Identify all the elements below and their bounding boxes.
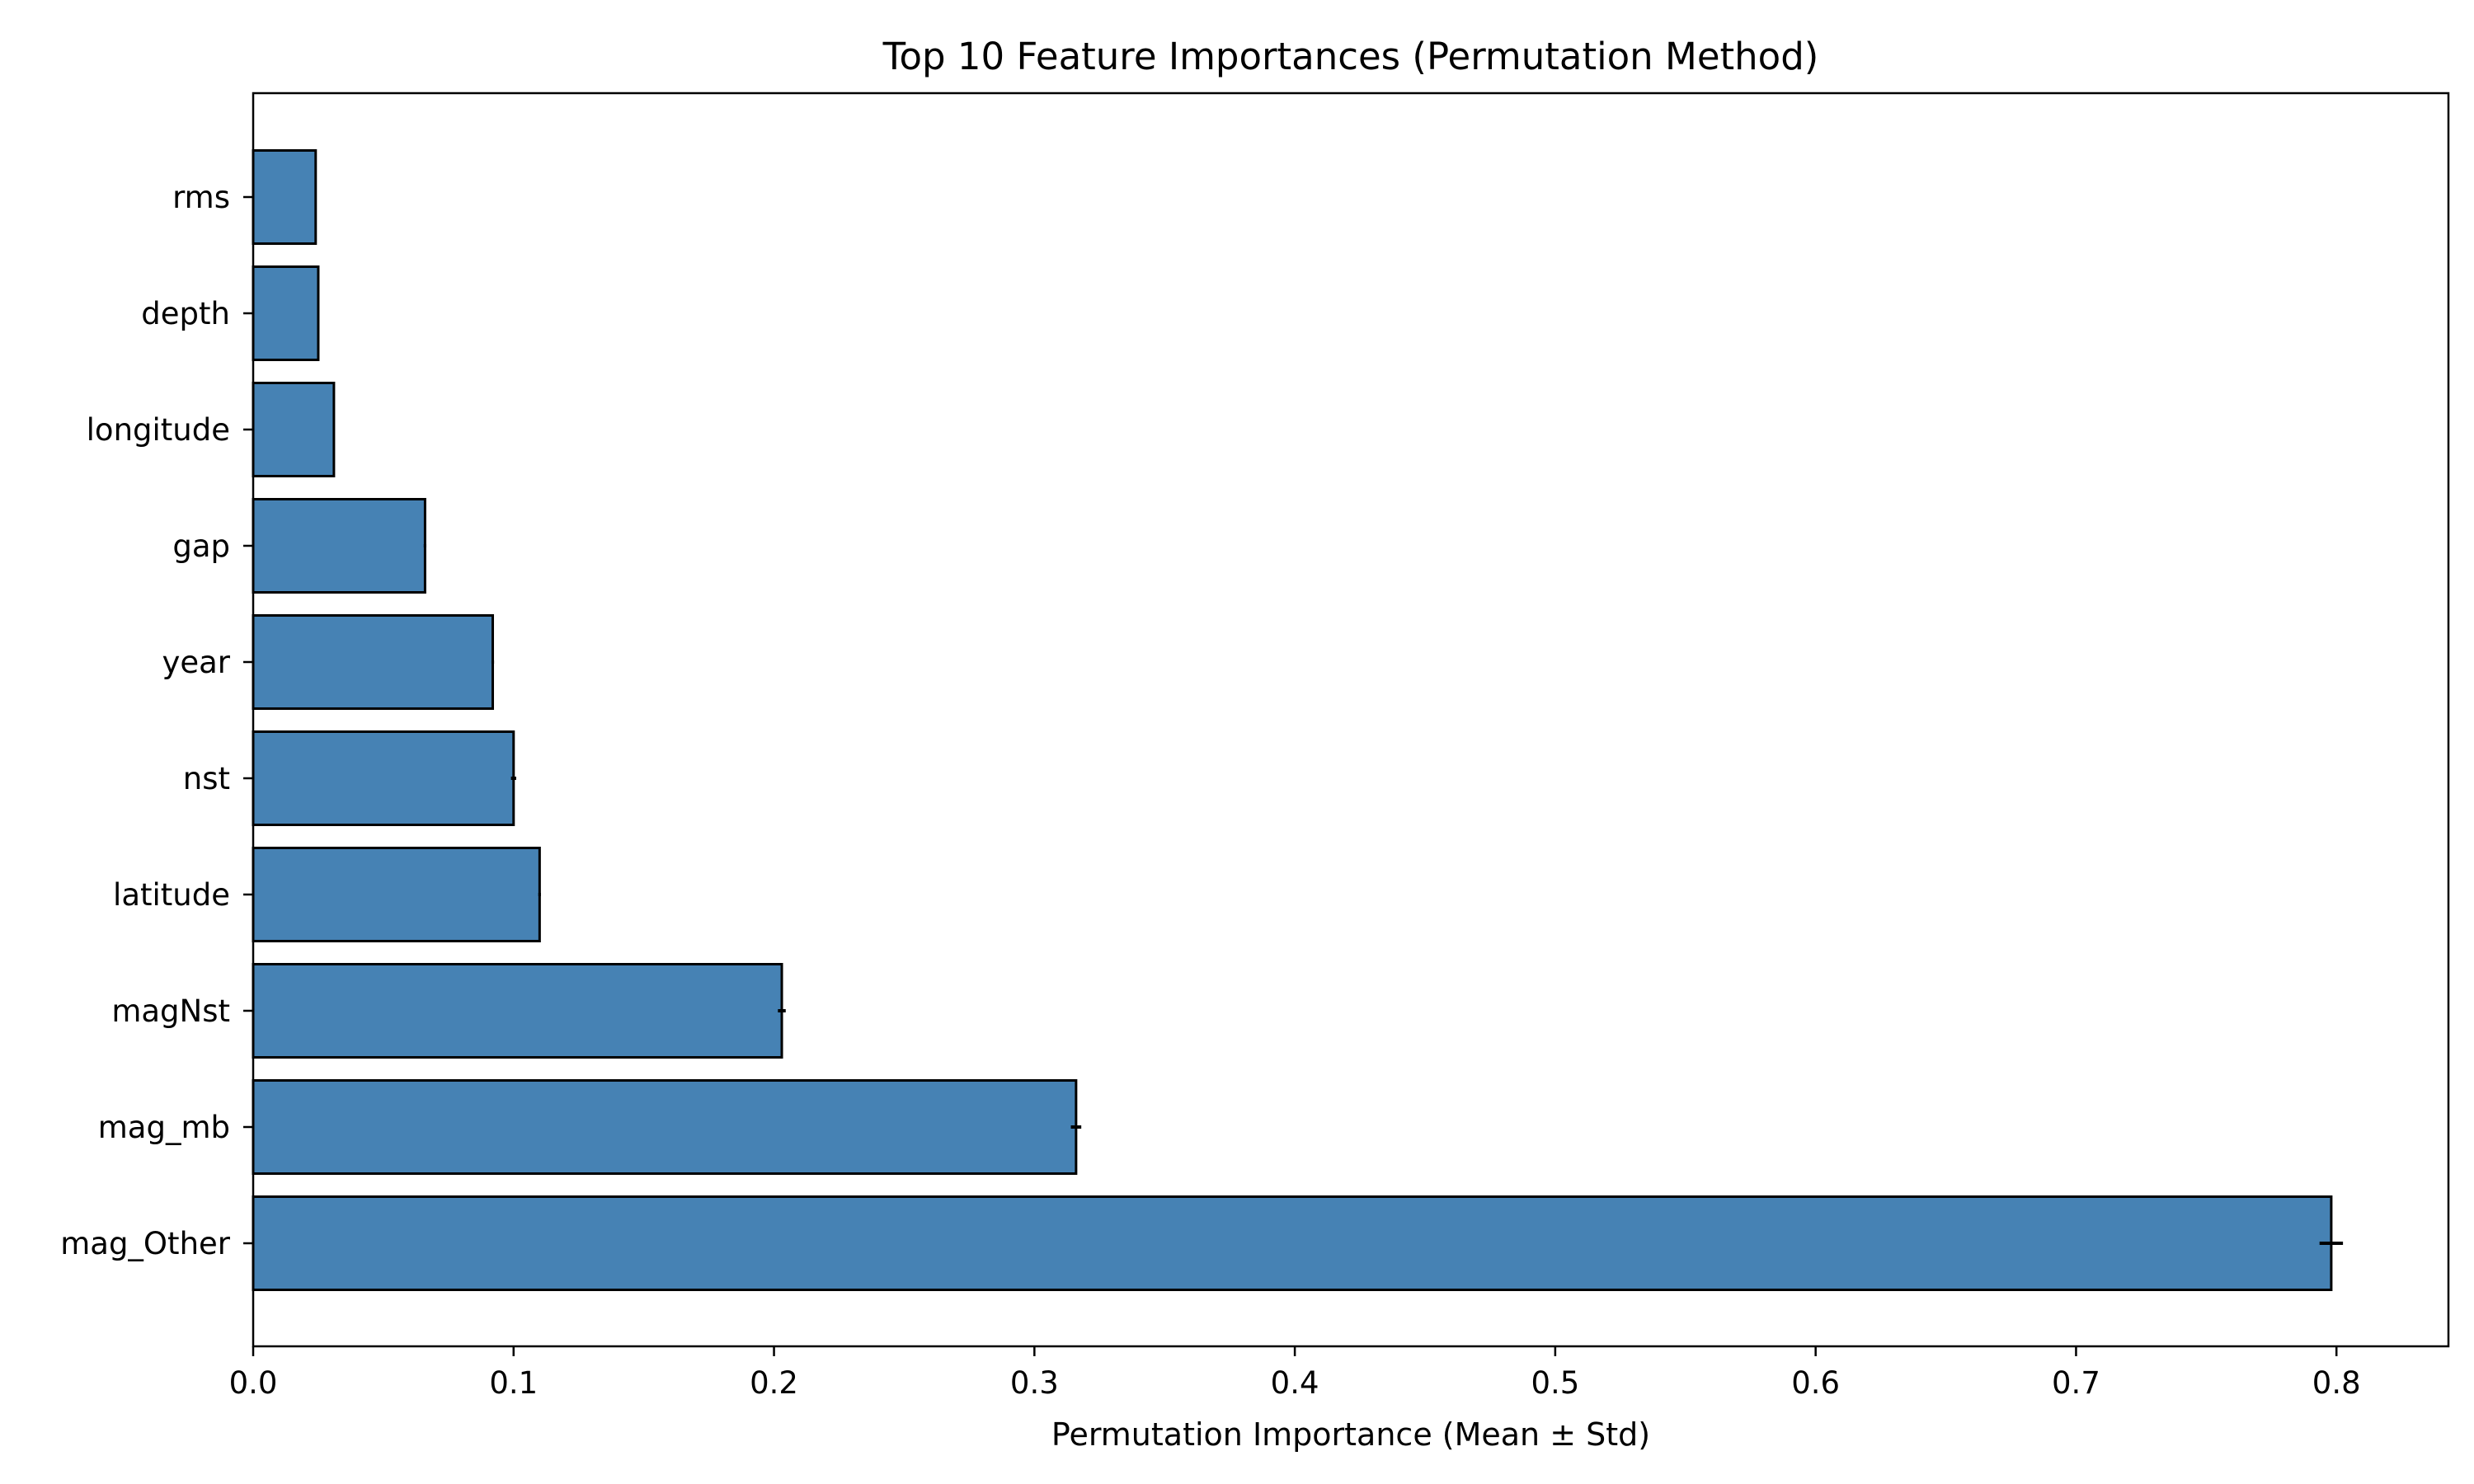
bar-year — [252, 614, 495, 710]
y-tick-label: longitude — [87, 412, 230, 448]
x-tick-label: 0.7 — [2052, 1365, 2100, 1401]
x-tick-label: 0.0 — [229, 1365, 278, 1401]
x-tick-label: 0.6 — [1791, 1365, 1840, 1401]
y-tick-label: year — [162, 645, 230, 680]
chart-title: Top 10 Feature Importances (Permutation … — [882, 35, 1819, 78]
bar-latitude — [252, 847, 541, 942]
y-tick-label: gap — [172, 528, 230, 564]
x-axis-label: Permutation Importance (Mean ± Std) — [1051, 1416, 1650, 1453]
x-axis-ticks: 0.0 0.1 0.2 0.3 0.4 0.5 0.6 0.7 0.8 — [229, 1346, 2361, 1401]
y-tick-label: nst — [183, 761, 230, 796]
y-tick-label: mag_Other — [60, 1226, 231, 1261]
y-axis-ticks: mag_Other mag_mb magNst latitude nst year gap l… — [60, 180, 253, 1261]
y-tick-label: latitude — [113, 877, 230, 913]
x-tick-label: 0.8 — [2312, 1365, 2361, 1401]
bar-magNst — [252, 963, 783, 1059]
y-tick-label: magNst — [111, 993, 230, 1029]
x-tick-label: 0.5 — [1531, 1365, 1579, 1401]
y-tick-label: depth — [141, 296, 230, 331]
y-tick-label: mag_mb — [98, 1110, 230, 1145]
bar-nst — [252, 730, 515, 826]
bars-group — [252, 149, 2333, 1291]
x-tick-label: 0.1 — [489, 1365, 538, 1401]
bar-depth — [252, 265, 320, 361]
bar-rms — [252, 149, 317, 245]
y-tick-label: rms — [172, 180, 230, 215]
plot-frame — [252, 92, 2450, 1348]
bar-mag_Other — [252, 1195, 2333, 1291]
x-tick-label: 0.3 — [1010, 1365, 1059, 1401]
x-tick-label: 0.4 — [1271, 1365, 1319, 1401]
bar-longitude — [252, 382, 336, 477]
bar-gap — [252, 498, 426, 594]
error-bars-group — [314, 195, 2344, 1245]
x-tick-label: 0.2 — [750, 1365, 798, 1401]
bar-mag_mb — [252, 1079, 1078, 1175]
